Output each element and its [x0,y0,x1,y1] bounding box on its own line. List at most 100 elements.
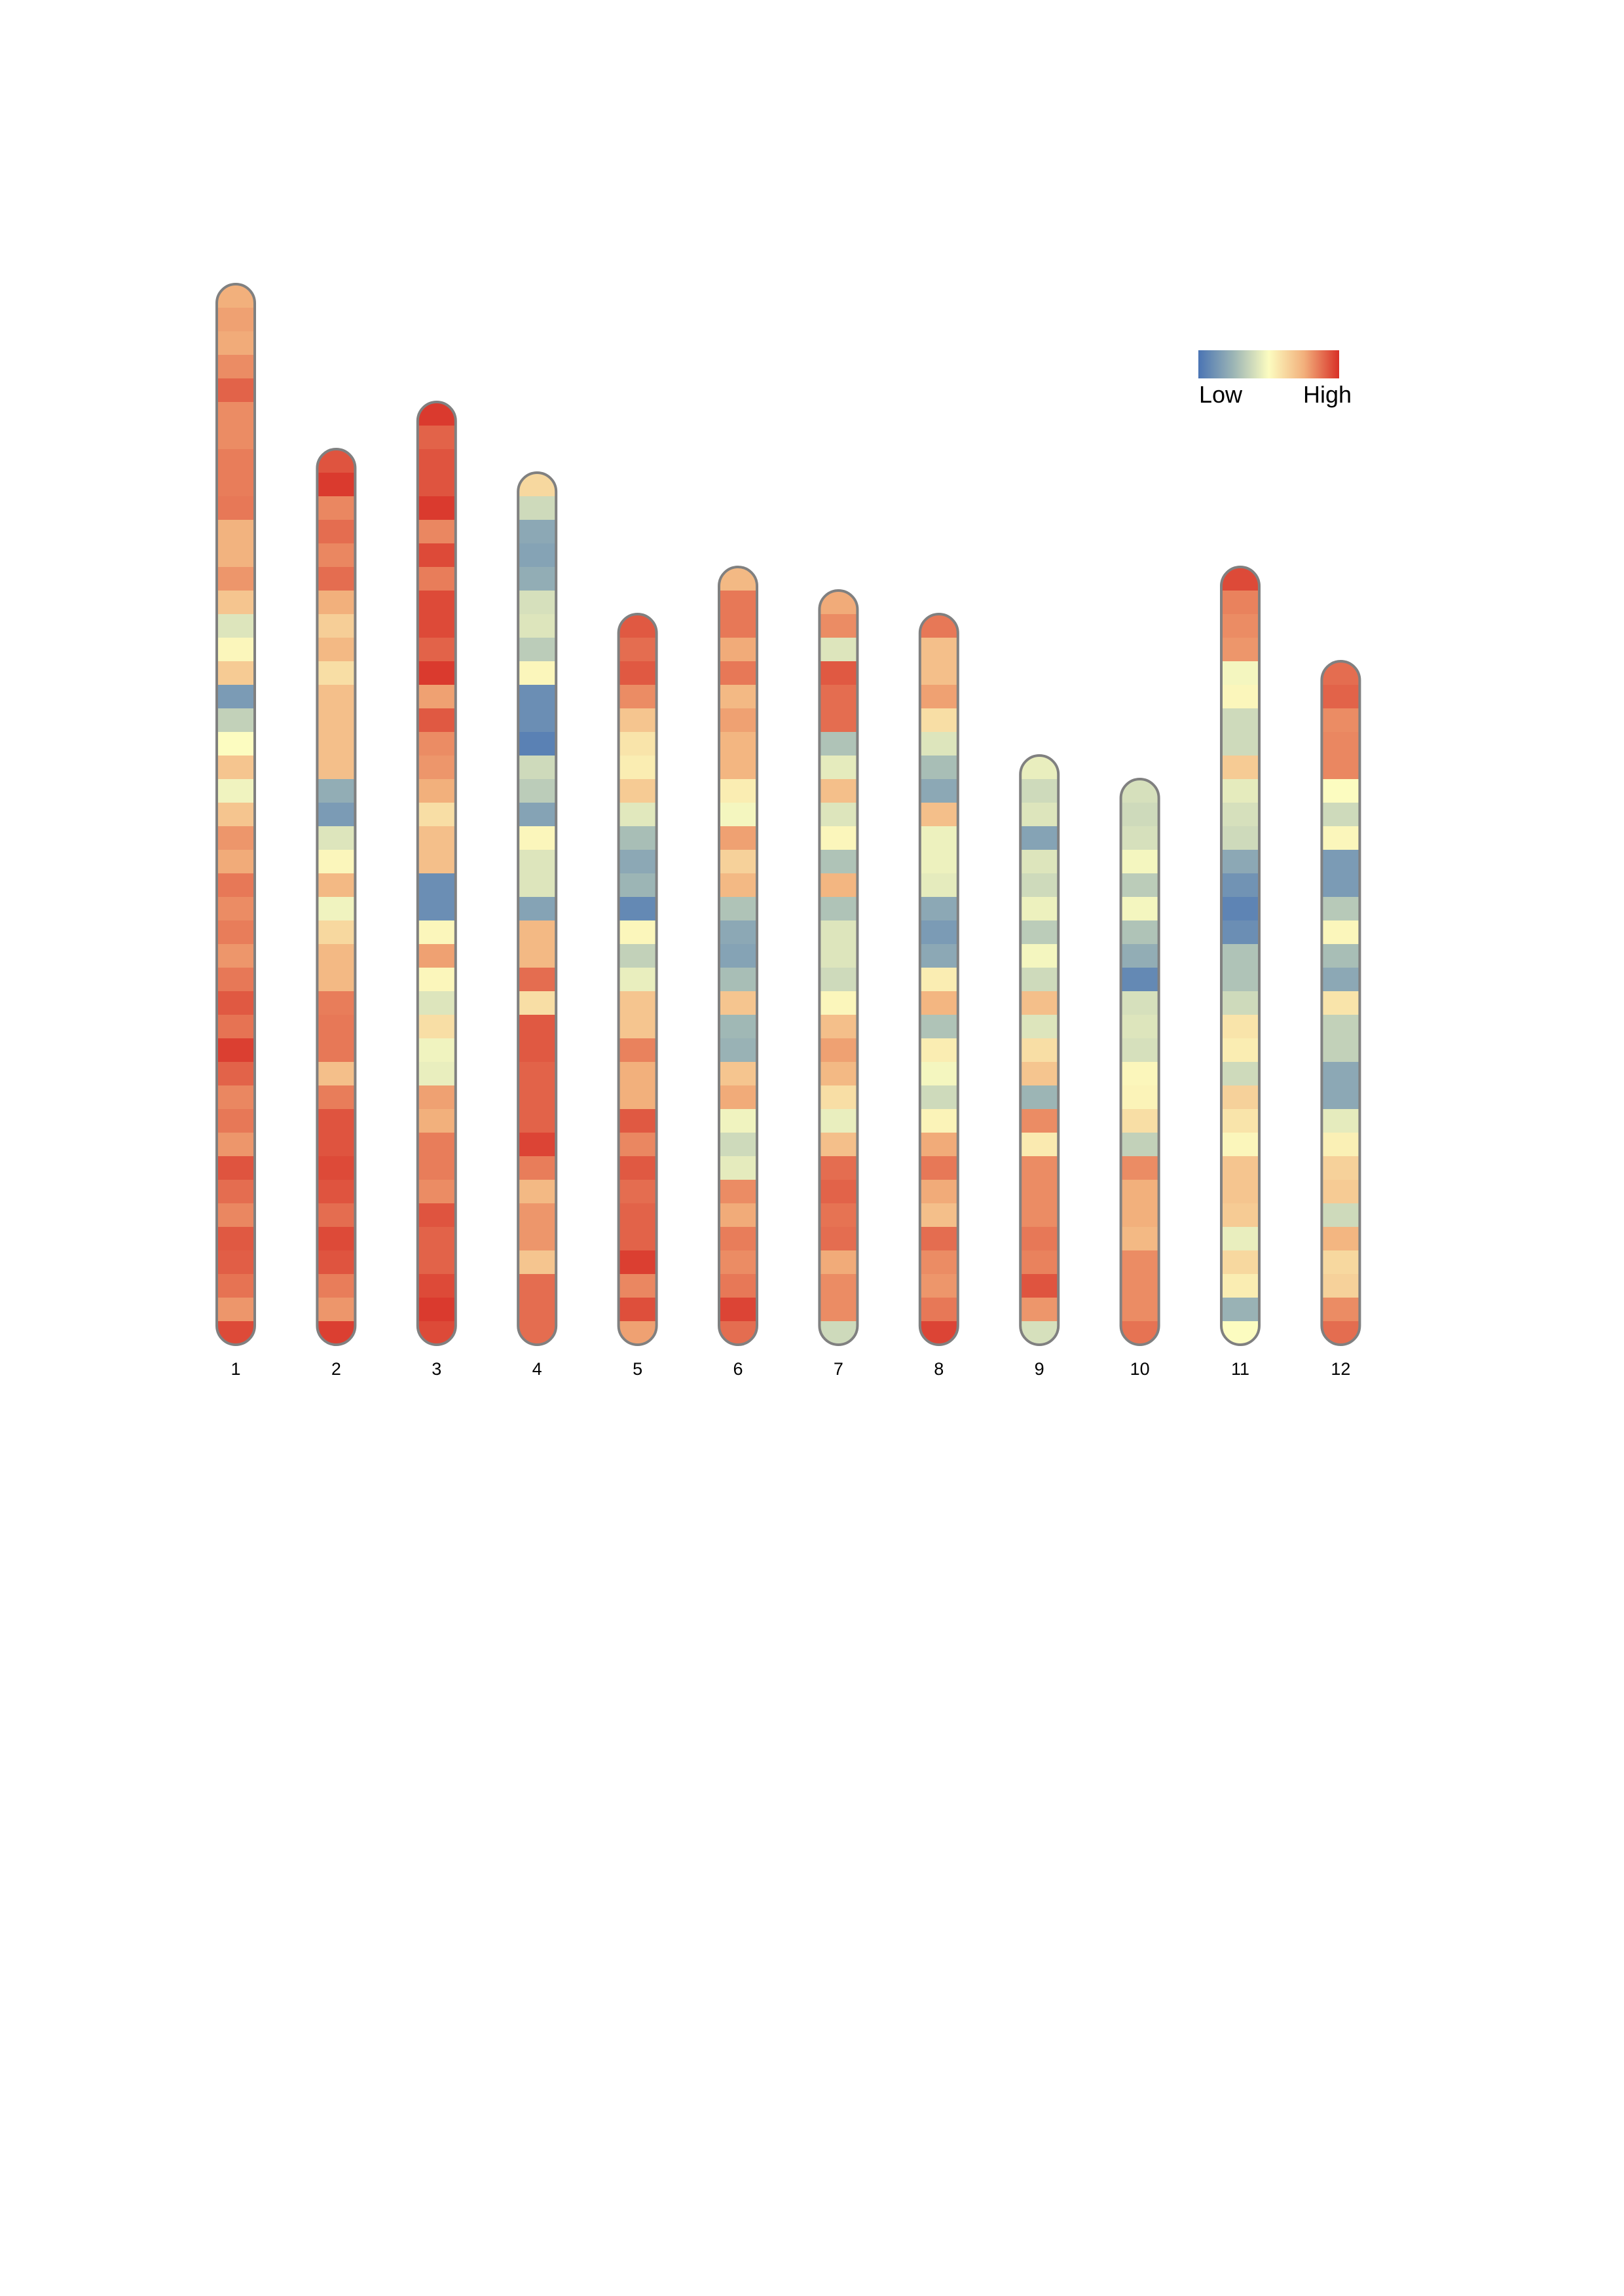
density-bin [518,473,557,497]
density-bin [217,331,255,355]
density-bin [1321,1227,1360,1251]
density-bin [217,1085,255,1110]
density-bin [1321,920,1360,945]
density-bin [1221,661,1259,685]
density-bin [518,496,557,520]
density-bin [819,1156,858,1180]
density-bin [1221,920,1259,945]
density-bin [819,850,858,874]
density-bin [1120,920,1159,945]
density-bin [417,756,456,780]
density-bin [1120,1015,1159,1039]
density-bin [217,308,255,332]
density-bin [819,1298,858,1322]
density-bin [618,897,657,921]
density-bin [1321,708,1360,733]
density-bin [217,685,255,709]
density-bin [217,920,255,945]
density-bin [1020,779,1059,803]
density-bin [1321,1109,1360,1133]
density-bin [719,1085,757,1110]
density-bin [1120,1133,1159,1157]
density-bin [719,1250,757,1275]
density-bin [618,968,657,992]
density-bin [1321,873,1360,898]
density-bin [217,426,255,450]
density-bin [518,850,557,874]
density-bin [1321,1038,1360,1063]
density-bin [417,1038,456,1063]
density-bin [1221,1133,1259,1157]
density-bin [719,591,757,615]
density-bin [217,1156,255,1180]
density-bin [217,1274,255,1298]
density-bin [317,1156,356,1180]
density-bin [819,779,858,803]
density-bin [518,1180,557,1204]
density-bin [1321,1250,1360,1275]
density-bin [217,732,255,756]
density-bin [1221,944,1259,968]
density-bin [719,779,757,803]
density-bin [819,826,858,850]
density-bin [518,873,557,898]
chromosome-label: 3 [432,1359,441,1379]
density-bin [518,756,557,780]
density-bin [217,779,255,803]
density-bin [819,756,858,780]
density-bin [1020,826,1059,850]
density-bin [1120,1038,1159,1063]
density-bin [317,520,356,544]
legend-color-bar [1198,350,1339,378]
density-bin [919,1250,958,1275]
density-bin [618,1227,657,1251]
density-bin [618,944,657,968]
density-bin [417,1321,456,1345]
legend: Low High [1198,350,1352,408]
density-bin [819,1227,858,1251]
density-bin [518,803,557,827]
density-bin [919,685,958,709]
density-bin [819,968,858,992]
density-bin [1221,638,1259,662]
density-bin [1321,732,1360,756]
chromosome-label: 2 [331,1359,341,1379]
density-bin [518,1227,557,1251]
density-bin [217,1298,255,1322]
density-bin [417,968,456,992]
density-bin [417,591,456,615]
density-bin [1321,897,1360,921]
density-bin [317,685,356,709]
density-bin [819,873,858,898]
density-bin [518,1156,557,1180]
density-bin [919,1298,958,1322]
density-bin [719,991,757,1015]
density-bin [518,1321,557,1345]
density-bin [317,1015,356,1039]
density-bin [618,1321,657,1345]
density-bin [1120,850,1159,874]
density-bin [417,873,456,898]
density-bin [1221,873,1259,898]
density-bin [1221,803,1259,827]
density-bin [417,496,456,520]
density-bin [317,1250,356,1275]
chromosome-8: 8 [918,613,959,1379]
density-bin [317,1274,356,1298]
chromosome-11: 11 [1220,566,1261,1379]
density-bin [719,897,757,921]
density-bin [618,991,657,1015]
density-bin [1020,1250,1059,1275]
density-bin [518,732,557,756]
density-bin [919,1085,958,1110]
density-bin [1120,1085,1159,1110]
chromosome-12: 12 [1320,660,1361,1379]
density-bin [1321,661,1360,685]
chromosome-outline [1019,754,1060,1346]
density-bin [1221,991,1259,1015]
density-bin [618,732,657,756]
density-bin [217,803,255,827]
density-bin [317,449,356,473]
density-bin [719,756,757,780]
density-bin [1321,1180,1360,1204]
